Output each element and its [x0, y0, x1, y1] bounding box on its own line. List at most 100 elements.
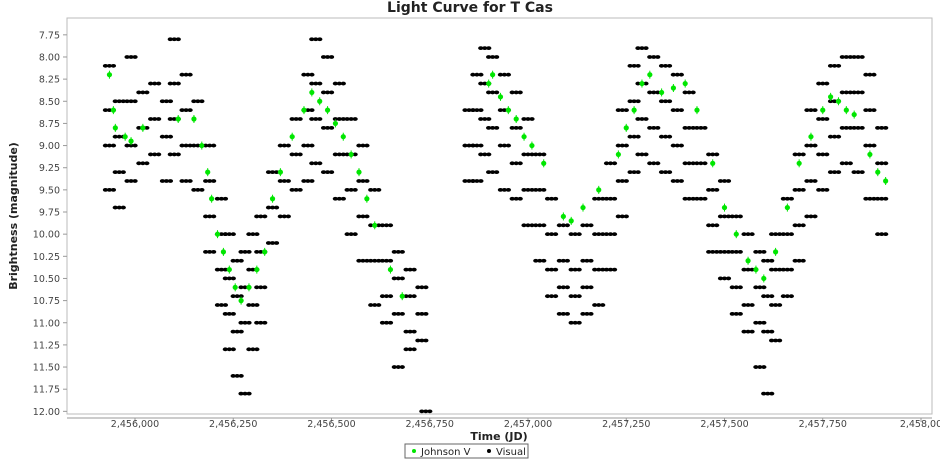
visual-point	[222, 196, 229, 201]
visual-point	[474, 179, 480, 183]
visual-point	[611, 161, 618, 166]
visual-point	[808, 214, 814, 219]
visual-point	[376, 258, 382, 263]
visual-point	[187, 143, 193, 148]
visual-point	[784, 232, 790, 237]
visual-point	[124, 143, 130, 148]
visual-point	[152, 152, 158, 157]
visual-point	[407, 347, 413, 352]
visual-point	[741, 329, 747, 334]
visual-point	[544, 232, 551, 237]
visual-point	[796, 152, 802, 157]
visual-point	[725, 214, 732, 219]
visual-point	[167, 117, 173, 121]
visual-point	[623, 108, 629, 113]
visual-point	[324, 125, 331, 130]
visual-point	[753, 285, 759, 290]
visual-point	[167, 152, 173, 157]
johnson-v-point	[521, 134, 527, 140]
visual-point	[600, 267, 606, 272]
visual-point	[714, 223, 720, 228]
visual-point	[207, 179, 213, 183]
visual-point	[301, 179, 307, 183]
visual-point	[643, 46, 649, 51]
visual-point	[721, 249, 728, 254]
visual-point	[745, 329, 751, 334]
visual-point	[478, 152, 484, 157]
johnson-v-point	[828, 94, 834, 100]
visual-point	[391, 276, 397, 281]
visual-point	[132, 143, 138, 148]
visual-point	[336, 117, 342, 121]
visual-point	[313, 81, 319, 86]
visual-point	[128, 99, 134, 104]
visual-point	[482, 152, 488, 157]
visual-point	[529, 117, 535, 121]
visual-point	[281, 214, 287, 219]
visual-point	[788, 232, 794, 237]
visual-point	[651, 161, 657, 166]
visual-point	[780, 196, 786, 201]
visual-point	[800, 223, 806, 228]
visual-point	[309, 108, 315, 113]
visual-point	[655, 55, 661, 59]
visual-point	[753, 365, 759, 369]
visual-point	[258, 214, 264, 219]
visual-point	[513, 196, 519, 201]
visual-point	[784, 267, 790, 272]
visual-point	[407, 267, 413, 272]
visual-point	[214, 196, 221, 201]
visual-point	[859, 170, 865, 175]
visual-point	[106, 108, 113, 113]
visual-point	[305, 179, 311, 183]
johnson-v-point	[387, 266, 394, 273]
visual-point	[615, 214, 621, 219]
visual-point	[800, 258, 806, 263]
visual-point	[110, 63, 117, 68]
johnson-v-point	[209, 196, 215, 202]
visual-point	[863, 108, 869, 113]
visual-point	[132, 99, 138, 104]
visual-point	[655, 161, 661, 166]
visual-point	[580, 285, 586, 290]
visual-point	[745, 267, 751, 272]
visual-point	[678, 143, 684, 148]
visual-point	[102, 187, 109, 192]
visual-point	[356, 179, 362, 183]
visual-point	[576, 232, 582, 237]
visual-point	[749, 232, 755, 237]
visual-point	[592, 232, 598, 237]
johnson-v-point	[721, 204, 728, 211]
visual-point	[733, 249, 739, 254]
visual-point	[364, 179, 370, 183]
y-tick-label: 11.00	[33, 318, 60, 329]
visual-point	[167, 81, 173, 86]
visual-point	[525, 152, 531, 157]
visual-point	[407, 294, 413, 299]
visual-point	[812, 108, 818, 113]
visual-point	[242, 320, 248, 325]
visual-point	[124, 179, 130, 183]
johnson-v-point	[820, 107, 826, 113]
visual-point	[163, 179, 170, 183]
visual-point	[541, 223, 547, 228]
johnson-v-point	[254, 266, 260, 273]
visual-point	[568, 294, 574, 299]
visual-point	[313, 161, 319, 166]
visual-point	[827, 99, 834, 104]
x-axis: 2,456,000 2,456,250 2,456,500 2,456,750 2,45…	[67, 417, 940, 430]
y-tick-label: 11.25	[33, 340, 60, 351]
johnson-v-point	[112, 125, 118, 131]
visual-point	[556, 311, 562, 316]
y-tick-label: 9.75	[39, 208, 60, 219]
visual-point	[218, 196, 225, 201]
visual-point	[116, 170, 122, 175]
visual-point	[564, 311, 570, 316]
visual-point	[336, 196, 342, 201]
visual-point	[317, 161, 323, 166]
visual-point	[611, 196, 618, 201]
visual-point	[871, 143, 877, 148]
visual-point	[859, 90, 865, 95]
visual-point	[102, 143, 109, 148]
visual-point	[607, 232, 614, 237]
